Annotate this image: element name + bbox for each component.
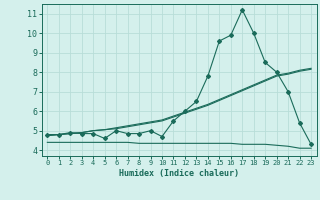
X-axis label: Humidex (Indice chaleur): Humidex (Indice chaleur) bbox=[119, 169, 239, 178]
